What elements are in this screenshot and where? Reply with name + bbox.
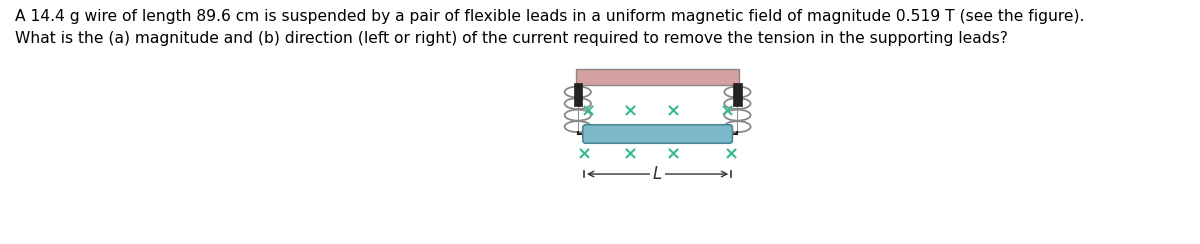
Bar: [574, 83, 582, 106]
Bar: [733, 83, 742, 106]
Text: ×: ×: [666, 102, 680, 120]
Text: ×: ×: [720, 102, 734, 120]
Text: ×: ×: [581, 102, 595, 120]
Text: ×: ×: [623, 102, 638, 120]
Bar: [576, 69, 739, 85]
Text: What is the (a) magnitude and (b) direction (left or right) of the current requi: What is the (a) magnitude and (b) direct…: [14, 30, 1008, 45]
Text: ×: ×: [623, 145, 638, 163]
Text: ×: ×: [576, 145, 592, 163]
Text: ×: ×: [724, 145, 739, 163]
Text: ×: ×: [666, 145, 680, 163]
Text: $L$: $L$: [653, 165, 662, 183]
Text: A 14.4 g wire of length 89.6 cm is suspended by a pair of flexible leads in a un: A 14.4 g wire of length 89.6 cm is suspe…: [14, 9, 1085, 23]
FancyBboxPatch shape: [583, 125, 732, 143]
